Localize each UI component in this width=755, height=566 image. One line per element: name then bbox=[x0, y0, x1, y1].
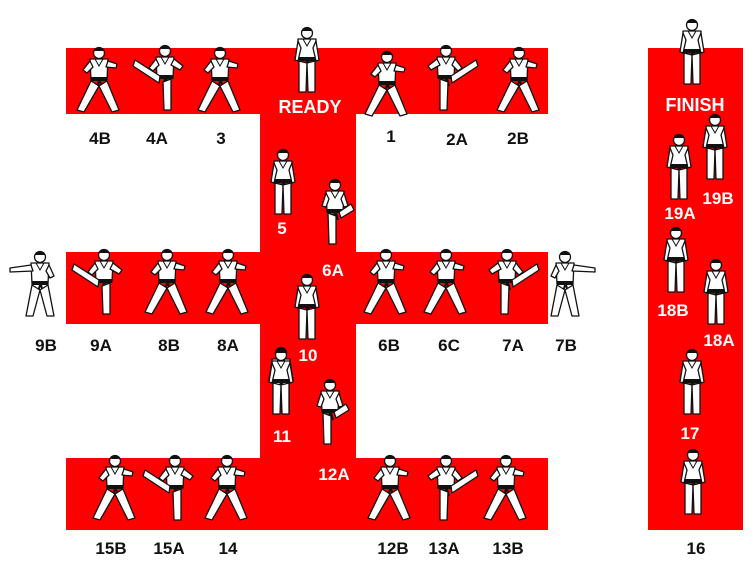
figures-layer bbox=[9, 18, 729, 521]
figure-5 bbox=[270, 148, 296, 215]
step-label-11: 11 bbox=[273, 427, 291, 446]
step-label-12b: 12B bbox=[377, 539, 409, 558]
figure-11 bbox=[268, 348, 294, 415]
figure-1 bbox=[364, 50, 408, 117]
step-label-14: 14 bbox=[218, 539, 238, 558]
step-label-9b: 9B bbox=[35, 336, 57, 355]
step-label-7a: 7A bbox=[502, 336, 524, 355]
step-label-1: 1 bbox=[386, 127, 396, 146]
step-label-19b: 19B bbox=[702, 189, 734, 208]
figure-ready bbox=[294, 26, 320, 93]
figure-6a bbox=[294, 273, 320, 340]
step-label-8a: 8A bbox=[217, 336, 239, 355]
figure-6b bbox=[363, 248, 407, 315]
step-label-10: 10 bbox=[298, 346, 318, 365]
step-label-6a: 6A bbox=[322, 261, 344, 280]
step-label-5: 5 bbox=[277, 219, 287, 238]
step-label-15b: 15B bbox=[95, 539, 127, 558]
figure-4b bbox=[76, 46, 120, 113]
step-label-7b: 7B bbox=[555, 336, 577, 355]
figure-19b bbox=[702, 113, 728, 180]
figure-finish bbox=[679, 18, 705, 85]
figure-2a bbox=[427, 44, 479, 111]
figure-9a bbox=[71, 248, 123, 315]
step-label-13b: 13B bbox=[492, 539, 524, 558]
step-label-17: 17 bbox=[680, 424, 700, 443]
figure-2b bbox=[496, 46, 540, 113]
ready-label: READY bbox=[278, 97, 342, 117]
figure-7a bbox=[488, 248, 540, 315]
step-label-3: 3 bbox=[216, 129, 226, 148]
step-label-6c: 6C bbox=[438, 336, 460, 355]
step-label-18b: 18B bbox=[657, 301, 689, 320]
figure-7b bbox=[550, 250, 596, 317]
step-label-12a: 12A bbox=[318, 465, 350, 484]
figure-13a bbox=[427, 454, 479, 521]
figure-15a bbox=[142, 454, 194, 521]
step-label-2b: 2B bbox=[507, 129, 529, 148]
figure-18a bbox=[703, 258, 729, 325]
figure-9b bbox=[9, 250, 55, 317]
step-label-19a: 19A bbox=[664, 204, 696, 223]
figure-4a bbox=[132, 44, 184, 111]
step-label-13a: 13A bbox=[428, 539, 460, 558]
figure-13b bbox=[483, 454, 527, 521]
figure-16 bbox=[680, 448, 706, 515]
figure-14 bbox=[204, 454, 248, 521]
figure-12b bbox=[367, 454, 411, 521]
figure-6c bbox=[423, 248, 467, 315]
step-label-9a: 9A bbox=[90, 336, 112, 355]
figure-6a-kick bbox=[321, 178, 355, 245]
figure-8a bbox=[205, 248, 249, 315]
figure-3 bbox=[197, 46, 241, 113]
finish-label: FINISH bbox=[665, 95, 725, 115]
step-label-16: 16 bbox=[686, 539, 706, 558]
step-label-8b: 8B bbox=[158, 336, 180, 355]
step-label-18a: 18A bbox=[703, 331, 735, 350]
step-label-15a: 15A bbox=[153, 539, 185, 558]
step-label-6b: 6B bbox=[378, 336, 400, 355]
figure-17 bbox=[679, 348, 705, 415]
step-label-4a: 4A bbox=[146, 129, 168, 148]
step-label-4b: 4B bbox=[89, 129, 111, 148]
figure-15b bbox=[92, 454, 136, 521]
figure-18b bbox=[663, 226, 689, 293]
figure-12a bbox=[316, 378, 350, 445]
figure-19a bbox=[666, 133, 692, 200]
figure-8b bbox=[144, 248, 188, 315]
step-label-2a: 2A bbox=[446, 130, 468, 149]
